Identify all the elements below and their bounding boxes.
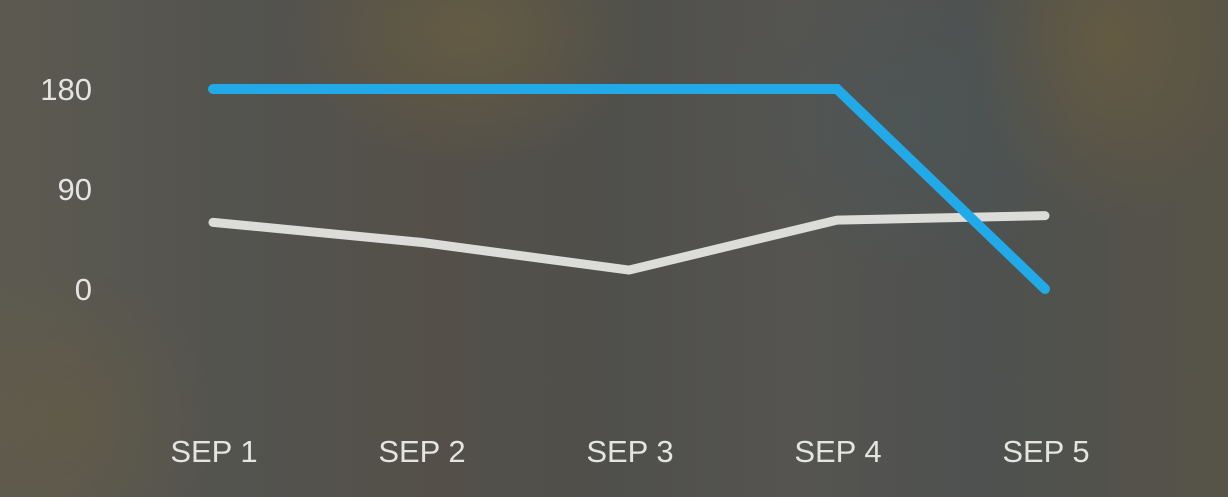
y-tick-label: 180 bbox=[40, 72, 92, 107]
y-tick-label: 0 bbox=[75, 272, 92, 307]
y-tick-label: 90 bbox=[58, 172, 92, 207]
x-tick-label: SEP 5 bbox=[1002, 434, 1089, 469]
y-axis: 0 90 180 bbox=[40, 72, 92, 307]
series-line-white bbox=[208, 211, 1050, 275]
x-tick-label: SEP 3 bbox=[586, 434, 673, 469]
x-tick-label: SEP 1 bbox=[170, 434, 257, 469]
series-line-blue bbox=[208, 84, 1050, 294]
series-layer bbox=[208, 84, 1050, 294]
x-tick-label: SEP 2 bbox=[378, 434, 465, 469]
x-axis: SEP 1 SEP 2 SEP 3 SEP 4 SEP 5 bbox=[170, 434, 1089, 469]
x-tick-label: SEP 4 bbox=[794, 434, 881, 469]
